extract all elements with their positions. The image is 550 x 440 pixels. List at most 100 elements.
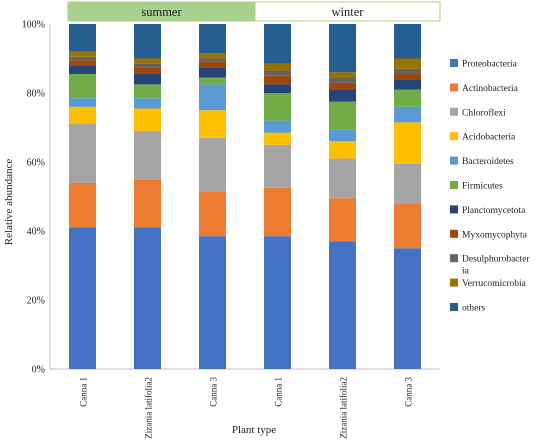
legend-swatch	[450, 254, 458, 263]
bar-segment	[264, 70, 291, 76]
bar-segment	[199, 191, 226, 237]
legend-item: Proteobacteria	[450, 59, 518, 70]
bar-segment	[394, 163, 421, 204]
legend-label: Actinobacteria	[462, 84, 519, 94]
legend-swatch	[450, 59, 458, 67]
y-tick-label: 0%	[32, 365, 45, 376]
bar-segment	[394, 58, 421, 69]
bar-segment	[199, 236, 226, 369]
x-tick-label: Canna 1	[79, 377, 89, 407]
legend-label: Planctomycetota	[462, 206, 526, 216]
bar-segment	[394, 68, 421, 75]
bar-segment	[134, 74, 161, 85]
legend-item: Actinobacteria	[450, 83, 519, 94]
legend-item: others	[450, 303, 486, 314]
bar-segment	[199, 53, 226, 59]
bar-segment	[69, 124, 96, 183]
x-tick-label: Canna 3	[209, 377, 219, 407]
season-label: winter	[332, 5, 365, 19]
bar-segment	[69, 56, 96, 61]
bar-segment	[264, 120, 291, 133]
bar-segment	[264, 144, 291, 188]
bar-segment	[329, 129, 356, 142]
legend-swatch	[450, 156, 458, 165]
legend-label: Proteobacteria	[462, 60, 518, 70]
bar-stack	[134, 24, 161, 369]
bar-segment	[329, 82, 356, 90]
bar-segment	[394, 106, 421, 123]
y-axis-label: Relative abundance	[3, 159, 15, 246]
legend-item: Planctomycetota	[450, 205, 526, 216]
bar-segment	[329, 158, 356, 199]
season-band	[254, 1, 441, 22]
bar-segment	[69, 106, 96, 125]
bar-segment	[394, 79, 421, 90]
legend-swatch	[450, 229, 458, 238]
legend-item: Acidobacteria	[450, 132, 516, 143]
legend-item: Desulphurobacter ia	[450, 254, 530, 277]
bar-segment	[264, 236, 291, 369]
bar-segment	[134, 108, 161, 131]
x-tick-label: Zizania latifolia2	[144, 377, 154, 439]
legend-label: Bacteroidetes	[462, 157, 514, 167]
bar-segment	[394, 24, 421, 59]
bar-segment	[69, 98, 96, 107]
bar-segment	[394, 89, 421, 107]
bar-segment	[134, 98, 161, 109]
bar-segment	[264, 75, 291, 85]
legend-label: Chloroflexi	[462, 107, 506, 118]
bar-stack	[69, 24, 96, 369]
legend-item: Firmicutes	[450, 181, 503, 192]
bar-segment	[69, 182, 96, 228]
legend-swatch	[450, 107, 458, 116]
legend-item: Bacteroidetes	[450, 156, 514, 167]
bar-segment	[329, 101, 356, 130]
legend-label: Acidobacteria	[462, 133, 516, 143]
legend-item: Myxomycophyta	[450, 229, 528, 240]
bar-segment	[199, 137, 226, 192]
legend-label: Myxomycophyta	[462, 230, 528, 240]
bar-segment	[134, 227, 161, 369]
bar-segment	[199, 84, 226, 111]
season-label: summer	[141, 5, 182, 19]
bar-segment	[69, 60, 96, 66]
bar-segment	[199, 67, 226, 78]
legend-item: Chloroflexi	[450, 107, 506, 118]
x-tick-label: Canna 3	[404, 377, 414, 407]
bar-segment	[69, 227, 96, 369]
bar-segment	[199, 110, 226, 138]
legend: Proteobacteria Actinobacteria Chloroflexi A…	[450, 59, 530, 314]
bar-segment	[134, 24, 161, 59]
bar-segment	[69, 74, 96, 99]
y-tick-label: 40%	[27, 227, 45, 238]
legend-swatch	[450, 278, 458, 287]
bar-segment	[264, 63, 291, 71]
bar-segment	[199, 58, 226, 62]
legend-label: Verrucomicrobia	[462, 279, 527, 289]
bar-segment	[329, 89, 356, 102]
bar-segment	[69, 51, 96, 57]
bar-segment	[134, 84, 161, 99]
y-tick-label: 20%	[27, 296, 45, 307]
x-tick-label: Zizania latifolia2	[339, 377, 349, 439]
bar-segment	[199, 61, 226, 68]
bar-segment	[329, 77, 356, 83]
bar-segment	[329, 198, 356, 242]
bar-segment	[69, 24, 96, 52]
bar-stack	[394, 24, 421, 369]
x-tick-label: Canna 1	[274, 377, 284, 407]
bar-segment	[264, 93, 291, 121]
bar-segment	[329, 72, 356, 78]
legend-swatch	[450, 181, 458, 189]
season-header: summer winter	[67, 1, 441, 22]
legend-swatch	[450, 83, 458, 92]
bars	[69, 24, 421, 369]
axes: 0% 20% 40% 60% 80% 100% Canna 1 Zizania latifol…	[22, 20, 440, 439]
bar-segment	[134, 130, 161, 180]
legend-label: others	[462, 304, 486, 314]
y-tick-label: 60%	[27, 158, 45, 169]
bar-segment	[394, 248, 421, 369]
bar-segment	[394, 122, 421, 164]
legend-item: Verrucomicrobia	[450, 278, 527, 289]
